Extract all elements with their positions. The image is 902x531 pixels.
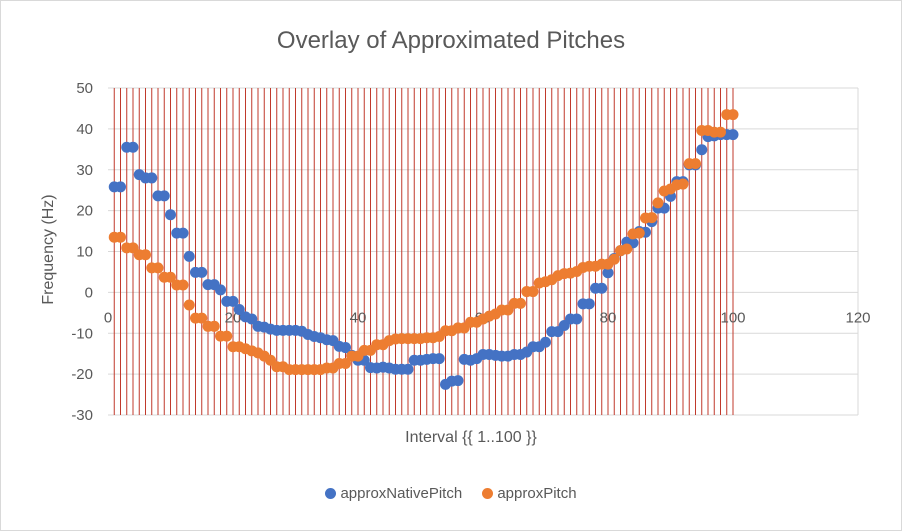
native-pitch-point	[233, 304, 245, 316]
native-pitch-point	[127, 141, 139, 153]
approx-pitch-point	[165, 271, 176, 283]
y-tick-label: -30	[71, 407, 93, 424]
y-tick-label: 40	[76, 121, 93, 138]
x-tick-label: 120	[845, 309, 870, 326]
approx-pitch-point	[715, 126, 726, 138]
approx-pitch-point	[621, 243, 633, 255]
x-tick-label: 40	[350, 309, 367, 326]
native-pitch-point	[596, 282, 608, 294]
y-tick-label: 30	[76, 162, 93, 179]
y-axis-title: Frequency (Hz)	[40, 194, 57, 304]
native-pitch-point	[183, 250, 195, 262]
approx-pitch-point	[527, 286, 539, 298]
approx-pitch-point	[196, 312, 208, 324]
approx-pitch-point	[115, 231, 126, 243]
native-pitch-point	[146, 172, 158, 184]
native-pitch-point	[165, 209, 176, 221]
native-pitch-point	[696, 144, 708, 156]
y-tick-label: 20	[76, 203, 93, 220]
native-pitch-point	[177, 227, 189, 239]
approx-pitch-point	[140, 249, 151, 261]
x-tick-label: 80	[600, 309, 617, 326]
native-pitch-point	[158, 190, 170, 202]
approx-pitch-point	[177, 279, 189, 291]
native-pitch-point	[433, 353, 445, 365]
y-tick-label: -10	[71, 325, 93, 342]
approx-pitch-point	[646, 212, 658, 224]
approx-pitch-point	[633, 227, 645, 239]
legend: approxNativePitch approxPitch	[1, 485, 901, 502]
native-pitch-point	[402, 363, 414, 375]
native-pitch-point	[452, 375, 464, 387]
legend-label: approxNativePitch	[340, 485, 463, 502]
approx-pitch-point	[515, 297, 526, 309]
approx-pitch-point	[652, 197, 664, 209]
approx-pitch-point	[690, 158, 701, 170]
y-tick-label: 10	[76, 244, 93, 261]
legend-item-approx: approxPitch	[482, 485, 577, 502]
legend-marker-icon	[482, 487, 494, 499]
x-tick-label: 100	[720, 309, 745, 326]
native-pitch-point	[540, 336, 551, 348]
approx-pitch-point	[183, 299, 195, 311]
y-tick-label: 0	[85, 284, 93, 301]
native-pitch-point	[727, 129, 739, 141]
approx-pitch-point	[608, 253, 620, 265]
x-axis-title: Interval {{ 1..100 }}	[405, 429, 537, 446]
approx-pitch-point	[677, 178, 689, 190]
native-pitch-point	[571, 313, 583, 325]
native-pitch-point	[115, 181, 126, 193]
native-pitch-point	[246, 313, 258, 325]
native-pitch-point	[602, 267, 614, 279]
y-tick-label: -20	[71, 366, 93, 383]
approx-pitch-point	[152, 262, 164, 274]
legend-item-native: approxNativePitch	[325, 485, 462, 502]
approx-pitch-point	[221, 330, 233, 342]
native-pitch-point	[227, 295, 239, 307]
approx-pitch-point	[340, 357, 351, 369]
native-pitch-point	[215, 284, 226, 296]
legend-marker-icon	[325, 487, 337, 499]
native-pitch-point	[196, 266, 208, 278]
native-pitch-point	[583, 298, 595, 310]
approx-pitch-point	[208, 320, 220, 332]
native-pitch-point	[340, 342, 351, 354]
legend-label: approxPitch	[497, 485, 577, 502]
y-tick-label: 50	[76, 80, 93, 97]
approx-pitch-point	[727, 109, 739, 121]
chart-title: Overlay of Approximated Pitches	[276, 27, 626, 54]
x-tick-label: 0	[104, 309, 112, 326]
